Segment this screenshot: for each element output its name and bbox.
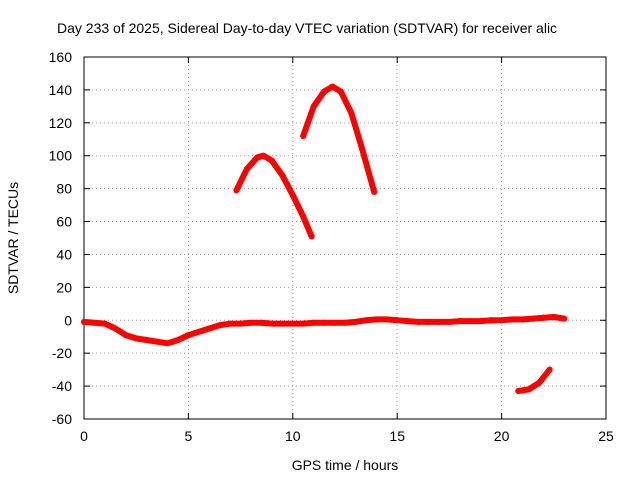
series-arc-3	[515, 366, 553, 394]
x-tick-label: 25	[598, 428, 614, 444]
ticks: 0 5 10 15 20 25 -60 -40 -20 0 20 40 60 80 100 120 140 160	[49, 49, 614, 444]
y-tick-label: 100	[49, 148, 73, 164]
data-point	[243, 165, 250, 172]
x-tick-label: 5	[185, 428, 193, 444]
data-point	[342, 319, 348, 326]
data-point	[352, 318, 359, 325]
data-point	[477, 318, 484, 325]
data-point	[348, 109, 355, 116]
data-point	[310, 103, 317, 110]
data-point	[529, 315, 536, 322]
data-point	[133, 335, 140, 342]
data-point	[446, 318, 453, 325]
plot-frame	[83, 56, 607, 420]
data-point	[233, 187, 240, 194]
data-point	[258, 319, 265, 326]
data-point	[248, 319, 255, 326]
y-tick-label: 120	[49, 115, 73, 131]
data-point	[561, 315, 568, 322]
data-point	[456, 318, 463, 325]
data-point	[112, 325, 119, 332]
y-tick-label: 140	[49, 82, 73, 98]
y-tick-label: 0	[64, 312, 72, 328]
data-point	[289, 320, 296, 327]
data-point	[154, 338, 161, 345]
data-point	[550, 313, 557, 320]
x-tick-label: 15	[389, 428, 405, 444]
data-point	[195, 328, 202, 335]
y-tick-label: -60	[52, 411, 72, 427]
data-point	[540, 314, 547, 321]
data-point	[279, 320, 286, 327]
data-point	[358, 144, 365, 151]
data-point	[101, 320, 108, 327]
data-point	[164, 340, 171, 347]
data-point	[435, 318, 442, 325]
data-point	[321, 319, 328, 326]
chart-title: Day 233 of 2025, Sidereal Day-to-day VTE…	[57, 20, 557, 36]
data-point	[546, 366, 553, 373]
data-point	[404, 318, 411, 325]
data-point	[415, 318, 422, 325]
data-point	[300, 320, 307, 327]
data-point	[467, 318, 474, 325]
data-point	[488, 317, 495, 324]
data-point	[362, 317, 369, 324]
data-point	[536, 379, 543, 386]
data-point	[329, 83, 336, 90]
data-point	[321, 88, 328, 95]
y-tick-label: -20	[52, 345, 72, 361]
y-tick-label: 40	[56, 246, 72, 262]
data-point	[515, 388, 522, 395]
data-point	[425, 318, 432, 325]
y-tick-label: -40	[52, 378, 72, 394]
data-point	[237, 320, 244, 327]
x-tick-label: 10	[285, 428, 301, 444]
data-point	[289, 192, 296, 199]
grid	[84, 57, 606, 419]
data-point	[300, 213, 307, 220]
data-point	[268, 320, 275, 327]
data-point	[525, 386, 532, 393]
series-layer	[81, 83, 568, 395]
data-point	[206, 325, 213, 332]
data-point	[383, 316, 390, 323]
y-tick-label: 60	[56, 214, 72, 230]
y-tick-label: 20	[56, 279, 72, 295]
data-point	[308, 233, 315, 240]
data-point	[331, 319, 338, 326]
x-axis-label: GPS time / hours	[292, 457, 399, 473]
data-point	[498, 317, 505, 324]
data-point	[371, 188, 378, 195]
data-point	[81, 318, 87, 325]
y-tick-label: 80	[56, 181, 72, 197]
data-point	[91, 319, 98, 326]
x-tick-label: 0	[80, 428, 88, 444]
data-point	[373, 316, 380, 323]
data-point	[122, 332, 129, 339]
data-point	[260, 152, 267, 159]
data-point	[216, 322, 223, 329]
y-tick-label: 160	[49, 49, 73, 65]
data-point	[394, 317, 401, 324]
data-point	[310, 319, 317, 326]
data-point	[143, 337, 150, 344]
data-point	[509, 316, 516, 323]
y-axis-label: SDTVAR / TECUs	[5, 182, 21, 294]
data-point	[185, 332, 192, 339]
data-point	[519, 316, 526, 323]
data-point	[279, 172, 286, 179]
x-tick-label: 20	[494, 428, 510, 444]
data-point	[174, 337, 181, 344]
data-point	[268, 157, 275, 164]
data-point	[337, 88, 344, 95]
data-point	[300, 132, 307, 139]
data-point	[227, 320, 234, 327]
data-point	[254, 154, 261, 161]
